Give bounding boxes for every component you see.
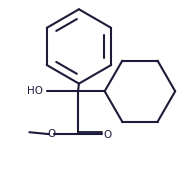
Text: O: O (104, 130, 112, 140)
Text: O: O (47, 129, 55, 139)
Text: HO: HO (27, 86, 43, 96)
